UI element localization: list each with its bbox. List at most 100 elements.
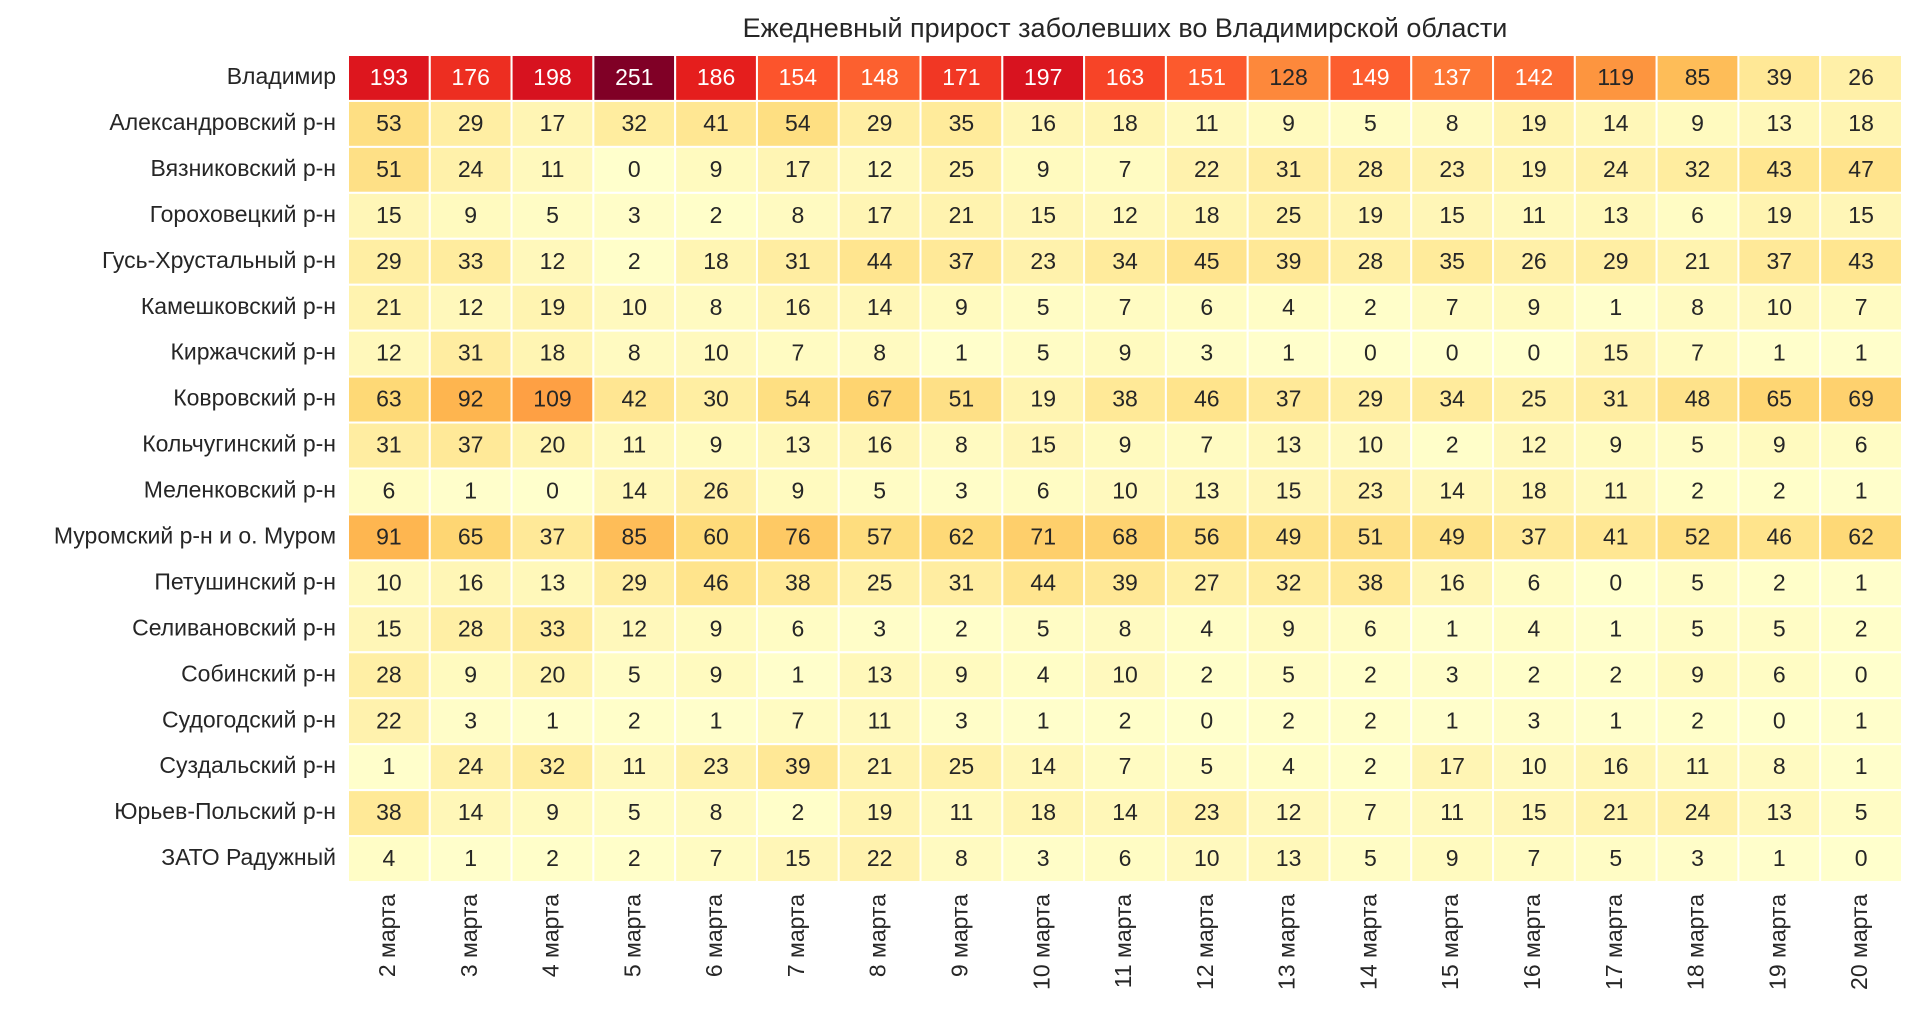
cell-label: 76 [785,523,811,549]
cell-label: 2 [1855,615,1868,641]
cell-label: 3 [1528,707,1541,733]
heatmap-cell [755,54,840,102]
heatmap-cell [674,835,758,883]
cell-label: 7 [1855,294,1868,320]
cell-label: 11 [1522,202,1546,228]
cell-label: 6 [1528,569,1541,595]
cell-label: 21 [1603,799,1629,825]
cell-label: 9 [1609,432,1622,458]
cell-label: 31 [1603,386,1629,412]
cell-label: 2 [1282,707,1295,733]
heatmap-cell [1246,835,1331,883]
cell-label: 17 [867,202,893,228]
cell-label: 46 [703,569,729,595]
x-tick-label: 2 марта [374,894,400,977]
cell-label: 56 [1194,523,1220,549]
heatmap-cell [510,283,595,332]
cell-label: 0 [628,156,641,182]
cell-label: 2 [955,615,968,641]
cell-label: 9 [1528,294,1541,320]
heatmap-cell [428,237,513,286]
cell-label: 41 [703,110,729,136]
heatmap-cell [1083,191,1167,240]
heatmap-cell [1164,789,1249,838]
cell-label: 19 [1358,202,1384,228]
heatmap-cell [1164,237,1249,286]
x-tick-label: 9 марта [946,894,972,977]
cell-label: 37 [1521,523,1547,549]
x-tick-label: 3 марта [456,894,482,977]
cell-label: 5 [1037,294,1050,320]
heatmap-cell [1573,375,1658,424]
cell-label: 37 [949,248,975,274]
cell-label: 53 [376,110,402,136]
cell-label: 5 [1200,753,1213,779]
cell-label: 12 [1521,432,1547,458]
cell-label: 9 [1282,615,1295,641]
heatmap-cell [1410,375,1495,424]
cell-label: 63 [376,386,402,412]
heatmap-cell [1819,789,1904,838]
cell-label: 15 [1848,202,1874,228]
heatmap-cell [1246,54,1331,102]
cell-label: 119 [1597,64,1634,90]
cell-label: 9 [464,661,477,687]
cell-label: 31 [1276,156,1302,182]
heatmap-cell [1246,559,1331,608]
cell-label: 12 [621,615,647,641]
x-tick-label: 12 марта [1192,894,1218,990]
cell-label: 8 [955,432,968,458]
heatmap-cell [1164,605,1249,654]
cell-label: 14 [867,294,893,320]
cell-label: 41 [1603,523,1629,549]
cell-label: 8 [1119,615,1132,641]
heatmap-cell [755,743,840,792]
cell-label: 22 [1194,156,1220,182]
cell-label: 10 [621,294,647,320]
heatmap-cell [1655,513,1740,562]
cell-label: 92 [458,386,484,412]
cell-label: 10 [703,340,729,366]
heatmap-cell [510,835,595,883]
heatmap-cell [919,421,1004,470]
cell-label: 6 [1119,845,1132,871]
cell-label: 5 [1364,845,1377,871]
heatmap-cell [1737,605,1822,654]
cell-label: 21 [1685,248,1711,274]
cell-label: 128 [1269,64,1307,90]
heatmap-cell [1819,237,1904,286]
heatmap-cell [1819,605,1904,654]
cell-label: 12 [540,248,566,274]
cell-label: 25 [1521,386,1547,412]
heatmap-cell [1001,421,1086,470]
cell-label: 6 [1364,615,1377,641]
heatmap-cell [1001,191,1086,240]
cell-label: 23 [1030,248,1056,274]
heatmap-cell [919,145,1004,194]
cell-label: 10 [376,569,402,595]
heatmap-cell [919,99,1004,148]
cell-label: 29 [867,110,893,136]
cell-label: 19 [1030,386,1056,412]
cell-label: 1 [1609,294,1622,320]
cell-label: 21 [949,202,975,228]
heatmap-cell [1573,467,1658,516]
cell-label: 37 [540,523,566,549]
cell-label: 46 [1767,523,1793,549]
cell-label: 45 [1194,248,1220,274]
heatmap-cell [1001,329,1086,378]
cell-label: 57 [867,523,893,549]
heatmap-cell [1573,513,1658,562]
cell-label: 19 [1521,110,1547,136]
cell-label: 8 [710,294,723,320]
heatmap-cell [1492,835,1576,883]
x-tick-label: 15 марта [1437,894,1463,990]
heatmap-cell [1410,789,1495,838]
cell-label: 5 [1609,845,1622,871]
y-tick-label: Муромский р-н и о. Муром [54,522,336,548]
cell-label: 8 [710,799,723,825]
heatmap-cell [1737,99,1822,148]
cell-label: 29 [1358,386,1384,412]
cell-label: 8 [1446,110,1459,136]
cell-label: 2 [791,799,804,825]
